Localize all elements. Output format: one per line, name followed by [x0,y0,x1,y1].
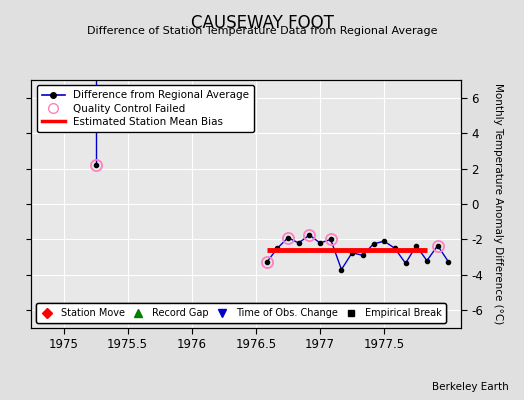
Legend: Station Move, Record Gap, Time of Obs. Change, Empirical Break: Station Move, Record Gap, Time of Obs. C… [36,304,446,323]
Y-axis label: Monthly Temperature Anomaly Difference (°C): Monthly Temperature Anomaly Difference (… [493,83,503,325]
Text: CAUSEWAY FOOT: CAUSEWAY FOOT [191,14,333,32]
Text: Difference of Station Temperature Data from Regional Average: Difference of Station Temperature Data f… [87,26,437,36]
Text: Berkeley Earth: Berkeley Earth [432,382,508,392]
